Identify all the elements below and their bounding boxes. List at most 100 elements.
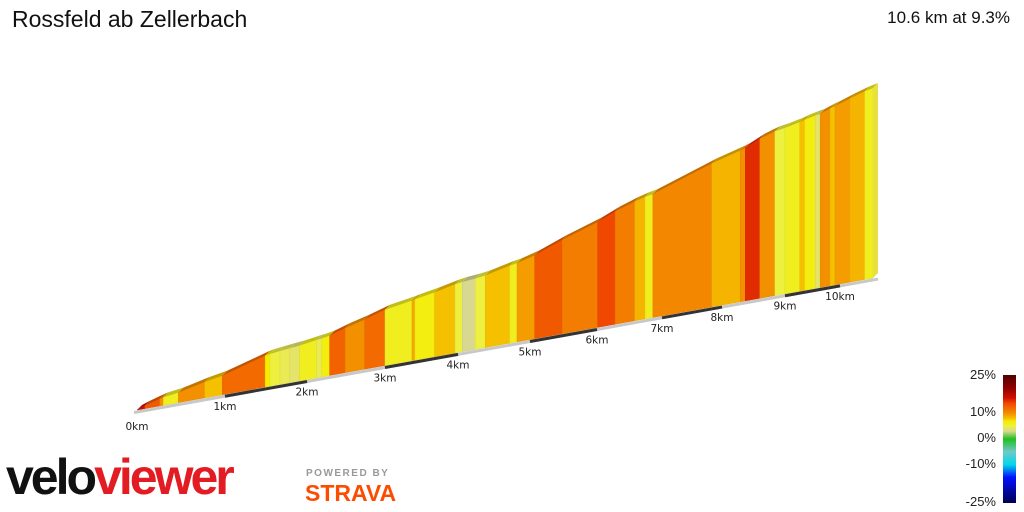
- gradient-segment-top: [562, 216, 603, 240]
- gradient-segment-top: [815, 108, 826, 116]
- gradient-segment: [454, 281, 463, 354]
- distance-axis-group: [133, 277, 879, 415]
- gradient-segment-top: [475, 270, 491, 279]
- gradient-segment-top: [163, 387, 184, 398]
- x-tick-label: 4km: [447, 359, 470, 371]
- gradient-segment-top: [222, 350, 271, 376]
- gradient-segment: [597, 210, 616, 328]
- gradient-segment-top: [321, 330, 335, 339]
- gradient-segment: [321, 335, 330, 378]
- gradient-segment-top: [289, 340, 305, 349]
- x-tick-label: 10km: [825, 291, 855, 303]
- gradient-segment-top: [178, 376, 210, 393]
- gradient-segment-top: [345, 314, 370, 328]
- gradient-segment-top: [414, 287, 440, 300]
- page-title: Rossfeld ab Zellerbach: [12, 6, 248, 32]
- gradient-segment: [834, 97, 851, 286]
- x-tick-label: 6km: [586, 334, 609, 346]
- km-band: [784, 284, 841, 298]
- gradient-segment: [159, 396, 164, 407]
- gradient-segment-top: [270, 345, 285, 354]
- veloviewer-logo[interactable]: veloviewer: [6, 449, 235, 505]
- gradient-legend-bar: [1003, 375, 1016, 503]
- legend-label-minus25: -25%: [965, 494, 996, 509]
- x-tick-label: 3km: [374, 373, 397, 385]
- gradient-segment-top: [774, 122, 790, 132]
- gradient-segment-top: [799, 114, 810, 122]
- gradient-segment: [414, 291, 435, 361]
- strava-logo[interactable]: STRAVA: [305, 480, 397, 506]
- gradient-segment: [849, 90, 865, 283]
- x-tick-labels: 0km 1km 2km 3km 4km 5km 6km 7km 8km 9km 10km: [126, 291, 855, 433]
- gradient-segment: [561, 221, 598, 335]
- km-band: [529, 327, 598, 343]
- gradient-segment: [711, 150, 741, 308]
- gradient-segment-top: [485, 260, 515, 276]
- gradient-segment: [384, 300, 413, 366]
- gradient-segment: [784, 121, 801, 295]
- x-tick-label: 0km: [126, 421, 149, 433]
- x-tick-label: 8km: [711, 312, 734, 324]
- gradient-segment-top: [534, 234, 568, 256]
- gradient-segment: [364, 309, 386, 370]
- logo-velo: velo: [6, 449, 97, 505]
- gradient-segment: [745, 138, 761, 302]
- gradient-segment: [344, 319, 365, 373]
- km-band: [384, 352, 459, 369]
- gradient-segment-top: [745, 133, 765, 149]
- gradient-segment: [434, 283, 456, 357]
- gradient-segment-top: [864, 82, 878, 92]
- gradient-segment: [289, 345, 300, 383]
- gradient-segment: [534, 239, 563, 339]
- gradient-segment-top: [759, 126, 780, 139]
- gradient-segment-top: [509, 258, 523, 266]
- legend-label-25: 25%: [969, 367, 996, 382]
- gradient-segment: [509, 262, 518, 344]
- climb-summary: 10.6 km at 9.3%: [887, 8, 1010, 27]
- gradient-segment: [411, 298, 416, 361]
- gradient-segment: [644, 193, 654, 320]
- gradient-segment-top: [364, 304, 390, 320]
- gradient-segment: [815, 113, 821, 289]
- gradient-segment-top: [385, 295, 418, 310]
- gradient-segment: [829, 105, 836, 286]
- powered-by-label: POWERED BY: [306, 468, 390, 479]
- gradient-segment-top: [316, 333, 327, 340]
- legend-label-10: 10%: [969, 404, 996, 419]
- gradient-segment-top: [159, 392, 169, 399]
- gradient-segment: [799, 119, 806, 292]
- gradient-segment-top: [830, 101, 841, 109]
- x-tick-label: 7km: [651, 323, 674, 335]
- gradient-segment-top: [740, 143, 751, 151]
- gradient-segment-top: [265, 348, 276, 356]
- gradient-segment: [759, 130, 776, 299]
- x-tick-label: 1km: [214, 401, 237, 413]
- gradient-segment-top: [804, 110, 821, 120]
- profile-end-face: [873, 82, 878, 278]
- gradient-segment-top: [785, 116, 805, 128]
- gradient-segment: [774, 127, 786, 296]
- gradient-segment-top: [517, 250, 540, 264]
- gradient-segment: [316, 338, 323, 379]
- gradient-segment-top: [204, 370, 228, 382]
- gradient-segment-top: [634, 191, 651, 202]
- gradient-segment-top: [434, 279, 461, 293]
- gradient-segment-top: [597, 206, 621, 222]
- gradient-segment: [740, 147, 746, 303]
- gradient-segment-top: [820, 103, 836, 114]
- gradient-segment-top: [645, 188, 658, 197]
- x-tick-label: 5km: [519, 346, 542, 358]
- gradient-segment: [269, 350, 281, 387]
- gradient-segment: [462, 278, 476, 352]
- gradient-segment-top: [711, 145, 746, 164]
- gradient-segment: [652, 162, 713, 318]
- km-band: [661, 305, 723, 320]
- gradient-segment: [614, 200, 635, 325]
- gradient-segment: [634, 196, 646, 322]
- gradient-segment: [485, 265, 511, 348]
- logo-viewer: viewer: [94, 449, 235, 505]
- gradient-segment: [475, 274, 486, 350]
- gradient-segment: [864, 87, 874, 280]
- gradient-segment-top: [412, 294, 420, 301]
